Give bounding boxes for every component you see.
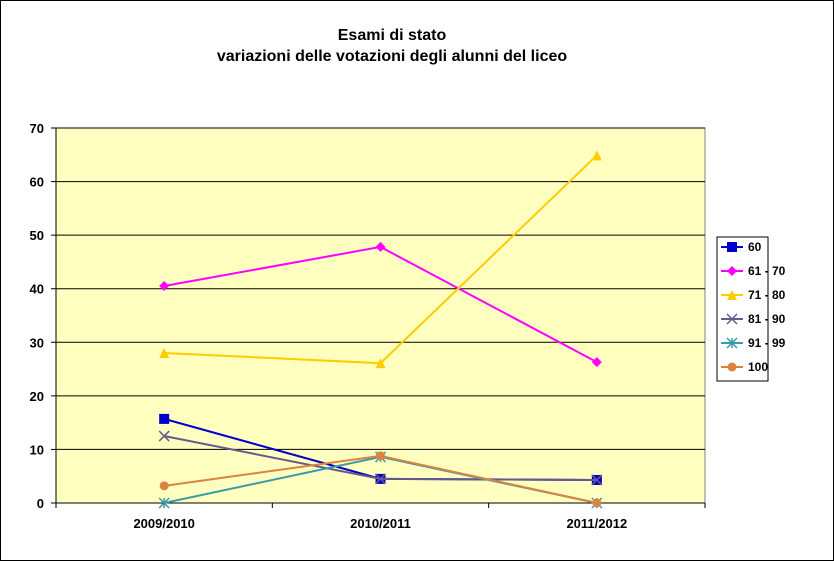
legend-label: 91 - 99	[748, 336, 786, 350]
legend-label: 61 - 70	[748, 264, 786, 278]
marker	[592, 498, 602, 508]
x-tick-label: 2009/2010	[133, 516, 194, 531]
marker	[158, 430, 170, 442]
y-tick-label: 20	[30, 389, 44, 404]
marker	[158, 497, 170, 509]
legend: 60 61 - 70 71 - 80 81 - 90 91 - 99 100	[716, 236, 786, 382]
marker	[376, 451, 385, 461]
legend-label: 81 - 90	[748, 312, 786, 326]
legend-label: 100	[748, 360, 768, 374]
y-tick-label: 0	[37, 496, 44, 511]
marker	[727, 362, 737, 372]
chart-subtitle: variazioni delle votazioni degli alunni …	[217, 48, 568, 65]
marker	[726, 337, 738, 349]
marker	[374, 473, 387, 485]
plot-area	[55, 127, 706, 504]
y-tick-label: 60	[30, 175, 44, 190]
y-tick-label: 30	[30, 335, 44, 350]
marker	[159, 348, 170, 358]
marker	[375, 358, 386, 369]
marker	[727, 290, 737, 300]
marker	[591, 357, 602, 368]
legend-label: 60	[748, 240, 762, 254]
marker	[591, 474, 603, 486]
marker	[159, 281, 170, 292]
x-tick-label: 2011/2012	[566, 516, 627, 531]
marker	[727, 242, 737, 252]
y-tick-label: 40	[30, 282, 44, 297]
marker	[726, 313, 738, 325]
marker	[727, 266, 737, 276]
y-tick-label: 10	[30, 442, 44, 457]
marker	[375, 241, 386, 252]
marker	[159, 481, 169, 491]
legend-box	[716, 236, 769, 382]
y-tick-label: 50	[30, 228, 44, 243]
legend-label: 71 - 80	[748, 288, 786, 302]
marker	[159, 413, 170, 424]
x-tick-label: 2010/2011	[350, 516, 411, 531]
marker	[591, 150, 602, 161]
y-tick-label: 70	[30, 121, 44, 136]
chart-title: Esami di stato	[338, 27, 447, 44]
